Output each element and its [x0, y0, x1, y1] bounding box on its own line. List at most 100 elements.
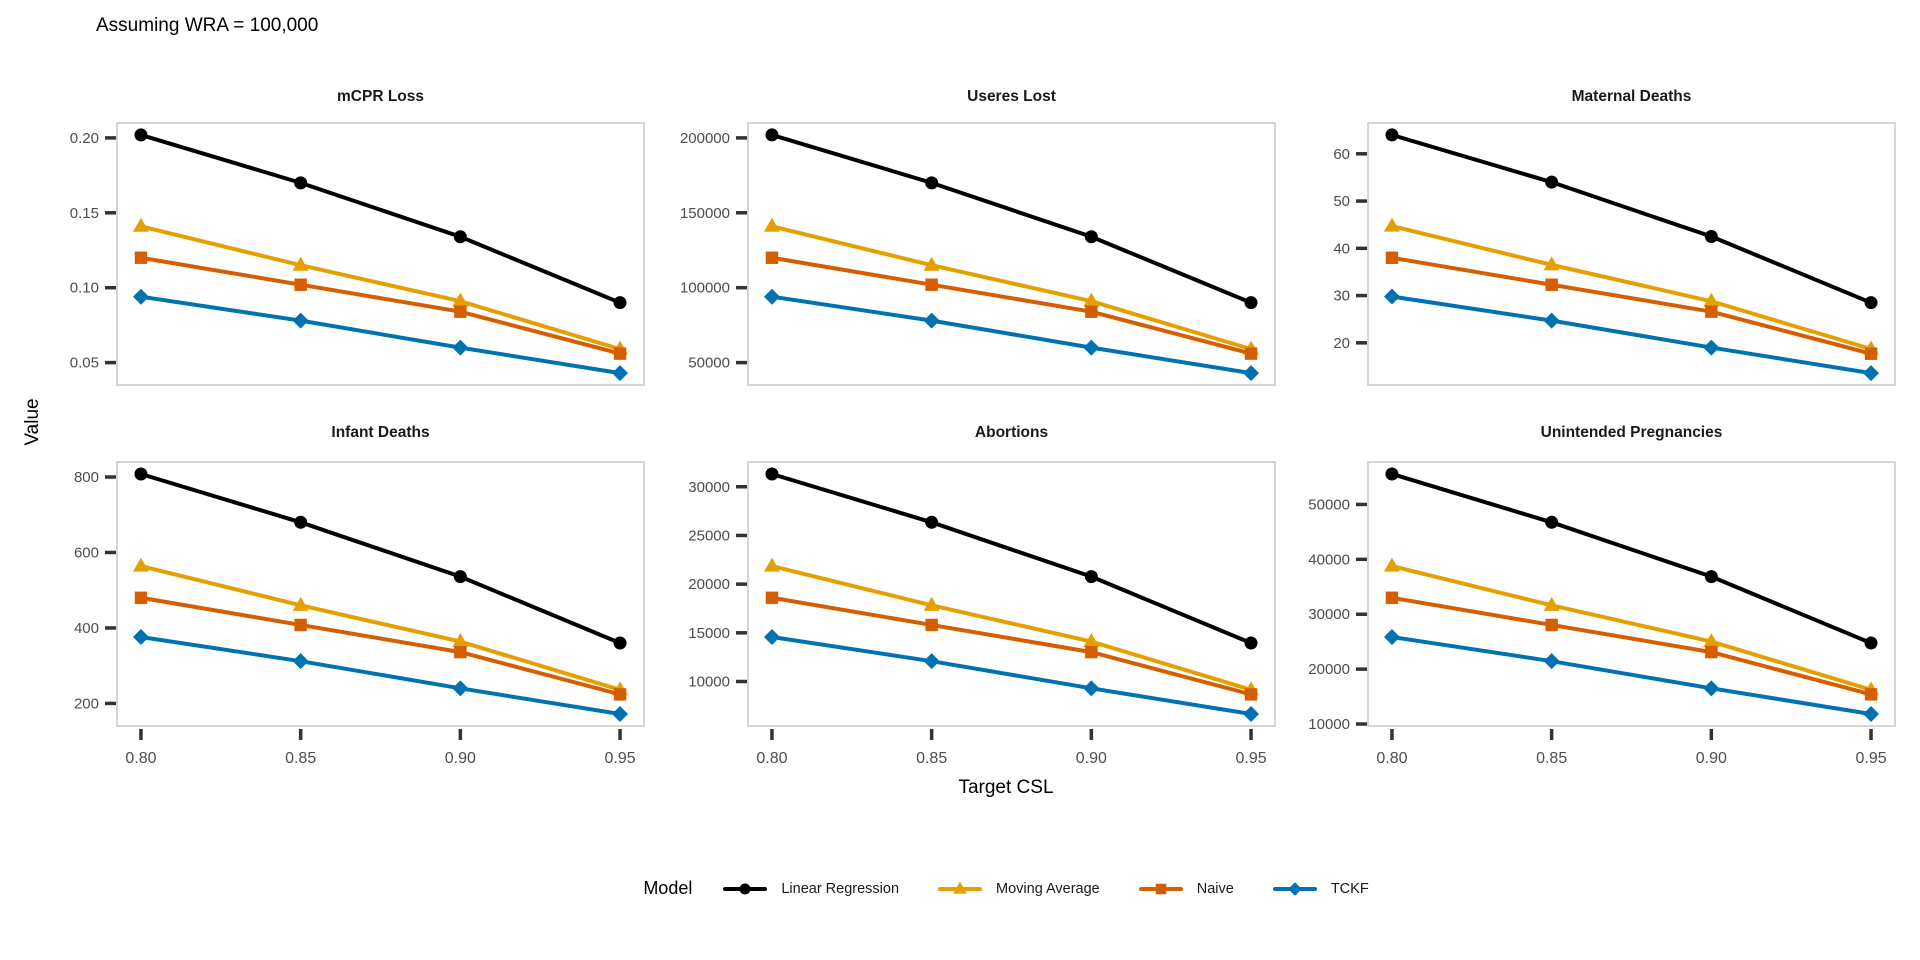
y-tick-label: 15000 [688, 625, 730, 642]
y-tick [736, 485, 747, 489]
y-tick-label: 400 [74, 620, 99, 637]
marker-moving-average [1383, 557, 1400, 572]
marker-linear-regression [453, 570, 467, 584]
y-tick-label: 0.10 [70, 280, 99, 297]
plot-border [747, 122, 1276, 386]
marker-linear-regression [1385, 467, 1399, 481]
legend: Model Linear Regression Moving Average Nai… [117, 878, 1895, 899]
marker-tckf [1703, 680, 1720, 697]
series-line-tckf [138, 635, 623, 716]
legend-marker-moving-average-icon [938, 881, 983, 894]
legend-entry-moving-average: Moving Average [937, 879, 1100, 899]
marker-moving-average [292, 256, 309, 271]
marker-naive [1705, 305, 1718, 318]
marker-moving-average [1383, 217, 1400, 232]
marker-moving-average [923, 596, 940, 611]
marker-moving-average [763, 557, 780, 572]
y-tick [736, 679, 747, 684]
marker-linear-regression [294, 176, 308, 190]
y-tick-label: 600 [74, 544, 99, 561]
panel-useres-lost: Useres Lost 50000 100000 150000 200000 [680, 88, 1276, 386]
y-tick-label: 50 [1333, 193, 1350, 210]
marker-naive [1864, 347, 1878, 360]
y-tick-label: 20000 [1308, 661, 1350, 678]
y-tick [105, 360, 116, 365]
marker-tckf [1703, 339, 1720, 356]
y-tick [736, 533, 747, 538]
marker-naive [613, 688, 627, 701]
x-tick-label: 0.90 [445, 750, 476, 767]
y-tick-label: 25000 [688, 527, 730, 544]
legend-marker-glyph [739, 882, 751, 895]
marker-naive [1545, 618, 1558, 632]
marker-moving-average [292, 596, 309, 611]
y-tick-label: 50000 [688, 355, 730, 372]
marker-naive [613, 347, 627, 360]
panel-unintended-pregnancies: Unintended Pregnancies 10000 20000 30000 400… [1308, 424, 1896, 767]
y-tick [1356, 341, 1367, 345]
marker-tckf [1543, 653, 1560, 670]
y-tick [105, 626, 116, 630]
marker-naive [134, 591, 148, 604]
marker-naive [1244, 347, 1258, 360]
series-line-naive [138, 255, 623, 356]
x-tick-label: 0.85 [916, 750, 947, 767]
marker-naive [454, 305, 467, 318]
y-tick [1356, 199, 1367, 203]
marker-linear-regression [134, 467, 148, 481]
marker-tckf [132, 629, 149, 646]
marker-moving-average [1083, 633, 1100, 648]
marker-naive [1244, 688, 1258, 701]
marker-tckf [1243, 365, 1260, 382]
y-tick [105, 550, 116, 555]
marker-naive [294, 278, 307, 291]
y-tick [736, 285, 747, 290]
marker-naive [454, 645, 467, 659]
plot-border [116, 461, 645, 727]
panel-title: Maternal Deaths [1572, 88, 1692, 105]
marker-linear-regression [1704, 230, 1718, 244]
marker-linear-regression [453, 230, 467, 244]
marker-tckf [1863, 365, 1880, 382]
y-tick-label: 30 [1333, 288, 1350, 305]
marker-tckf [292, 312, 309, 329]
marker-naive [925, 618, 938, 632]
marker-moving-average [1703, 292, 1720, 307]
x-tick-label: 0.85 [285, 750, 316, 767]
y-tick-label: 20 [1333, 335, 1350, 352]
marker-tckf [763, 629, 780, 646]
marker-tckf [452, 339, 469, 356]
series-line-moving-average [769, 224, 1254, 352]
series-line-naive [1389, 255, 1874, 356]
legend-marker-glyph [1288, 881, 1302, 896]
marker-linear-regression [765, 128, 779, 142]
plot-border [116, 122, 645, 386]
marker-naive [1705, 645, 1718, 659]
x-tick [458, 729, 463, 740]
marker-naive [765, 591, 779, 604]
marker-tckf [923, 653, 940, 670]
marker-naive [1864, 688, 1878, 701]
marker-moving-average [1543, 256, 1560, 271]
marker-tckf [1383, 288, 1400, 305]
legend-label: TCKF [1330, 880, 1369, 897]
marker-naive [1385, 251, 1399, 264]
marker-linear-regression [613, 636, 627, 650]
y-tick-label: 30000 [1308, 606, 1350, 623]
y-tick-label: 50000 [1308, 496, 1350, 513]
series-line-moving-average [1389, 564, 1874, 692]
series-line-naive [1389, 595, 1874, 697]
marker-tckf [923, 312, 940, 329]
marker-naive [1085, 645, 1098, 659]
x-tick [929, 729, 934, 740]
y-tick-label: 200000 [680, 130, 730, 147]
marker-moving-average [1083, 292, 1100, 307]
marker-naive [1385, 591, 1399, 604]
marker-tckf [1083, 339, 1100, 356]
marker-linear-regression [1084, 570, 1098, 584]
y-tick [736, 136, 747, 140]
marker-tckf [1543, 312, 1560, 329]
plot-border [1367, 461, 1896, 727]
y-tick [736, 582, 747, 586]
x-tick [1089, 729, 1094, 740]
